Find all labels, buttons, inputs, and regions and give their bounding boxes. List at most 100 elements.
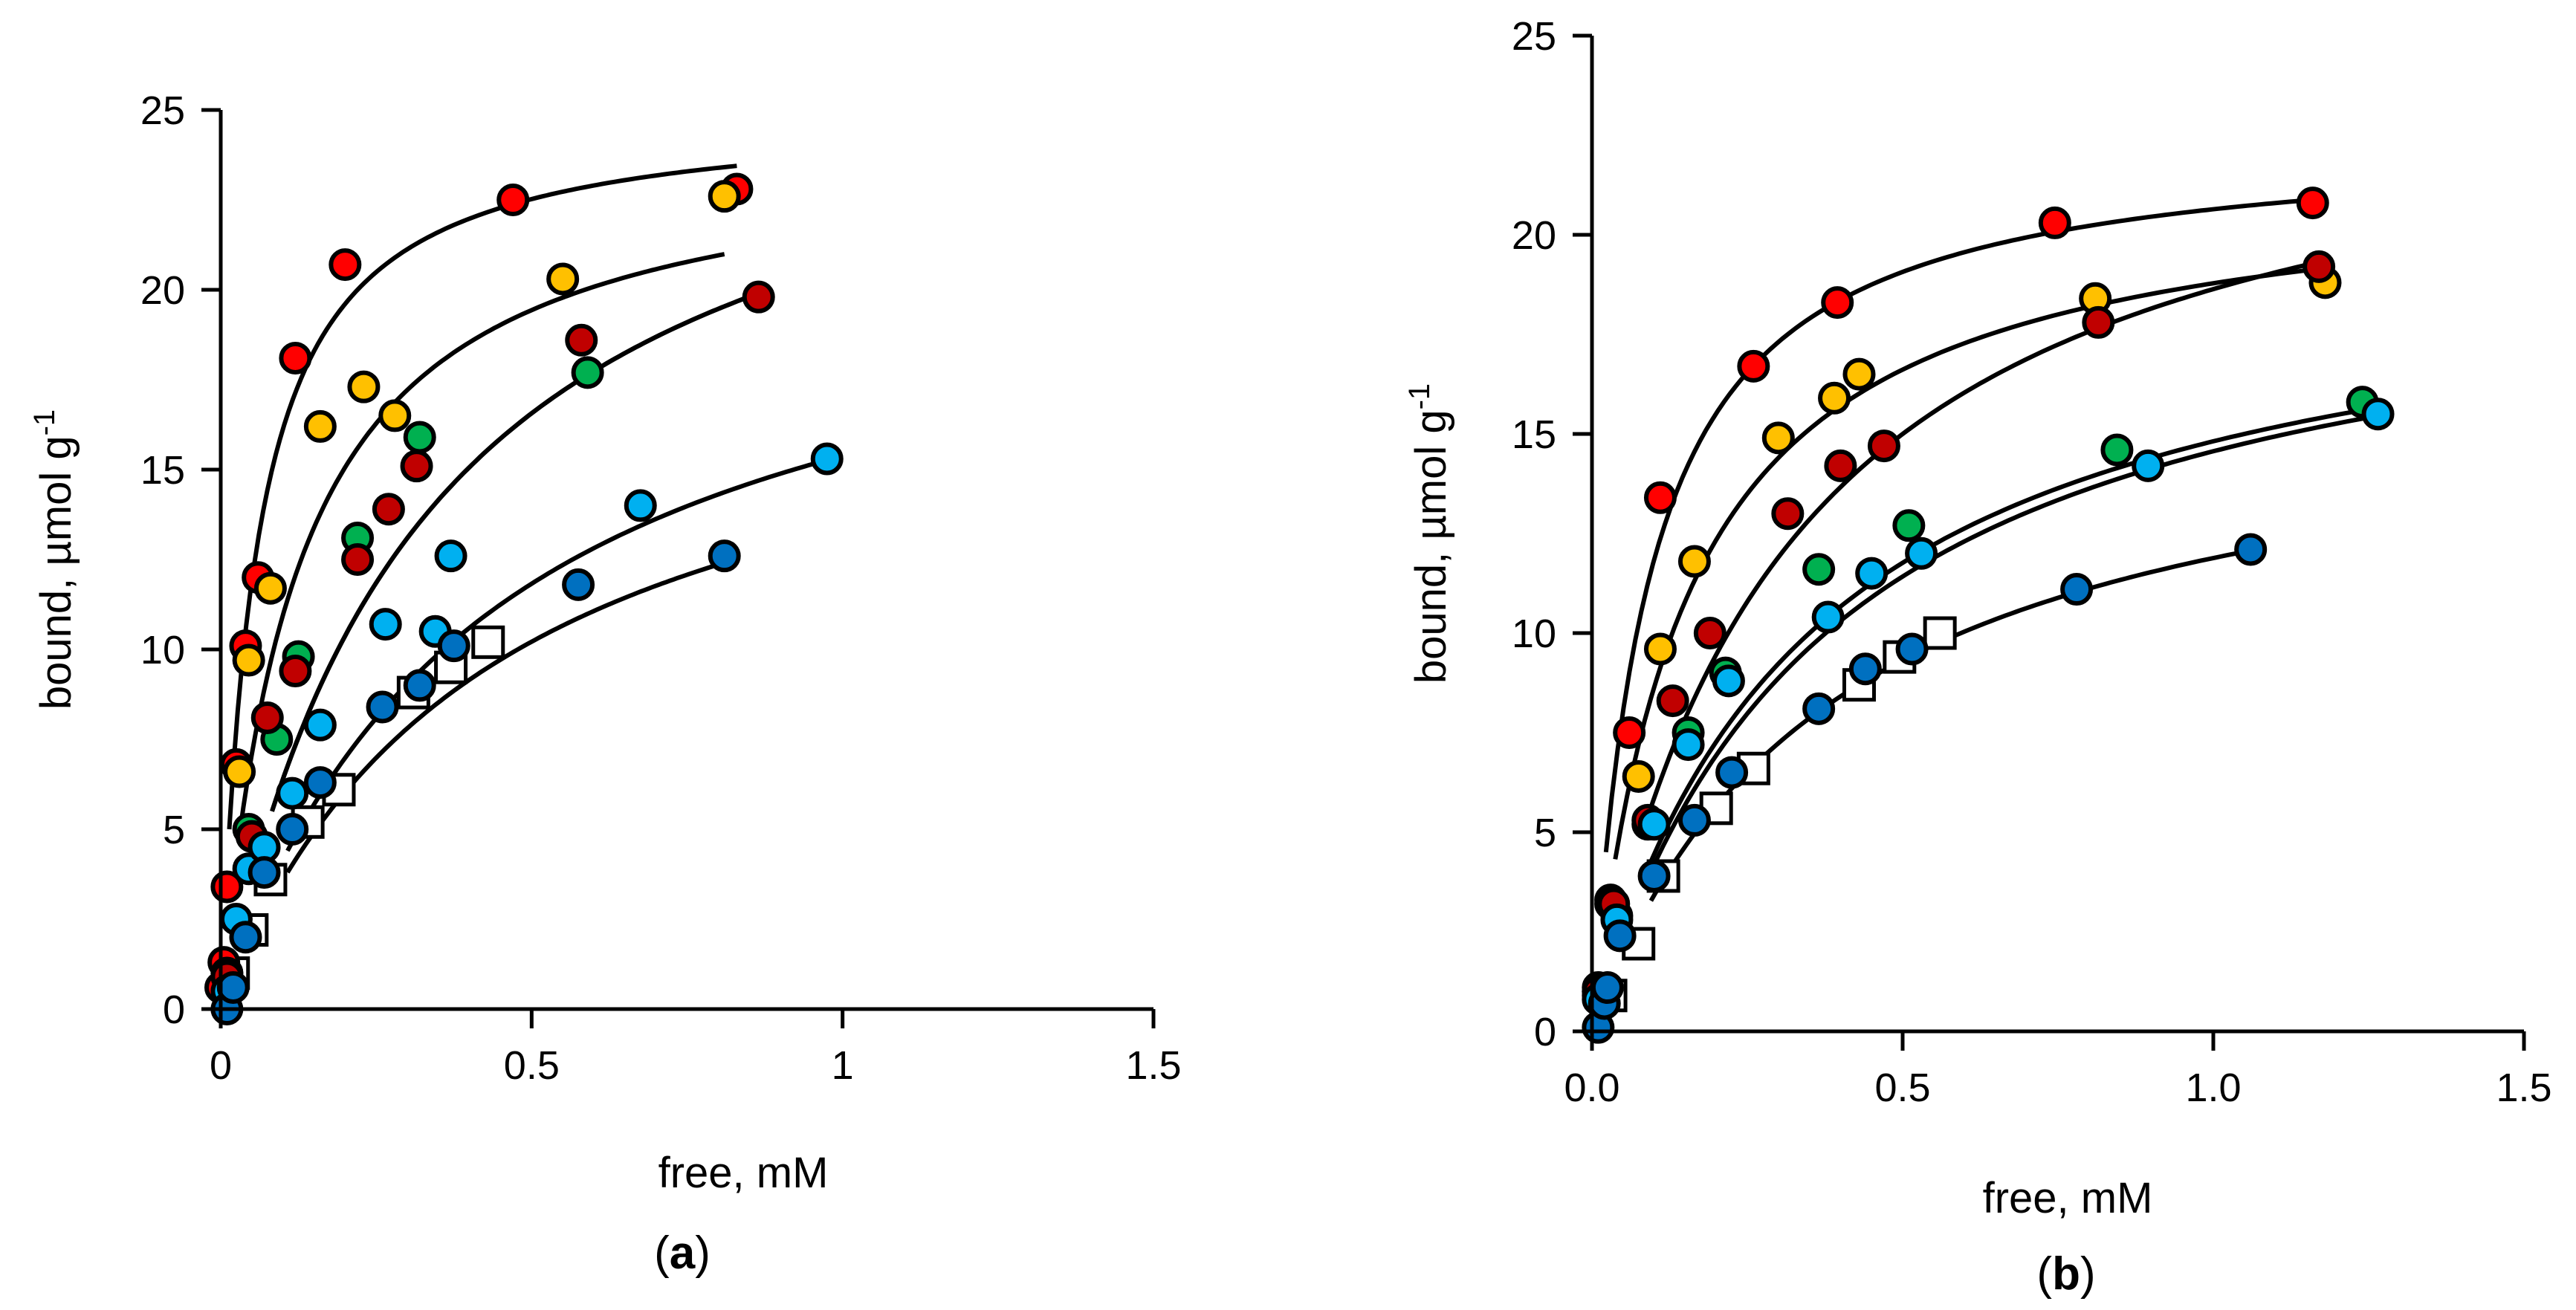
data-point-blue (229, 921, 262, 954)
y-axis-title-text: bound, µmol g (1407, 409, 1455, 684)
data-point-blue (1590, 971, 1624, 1005)
data-point-orange (232, 643, 265, 677)
data-point-light-blue (810, 442, 844, 476)
fit-curve-dark-red (270, 290, 763, 812)
fit-curve-light-blue (1648, 413, 2379, 872)
data-point-light-blue (624, 489, 657, 522)
data-point-blue (1603, 919, 1637, 953)
y-axis-title-superscript: -1 (28, 409, 61, 436)
data-point-red (1737, 349, 1770, 383)
fit-curve-blue (1648, 548, 2251, 902)
data-point-blue (2060, 573, 2094, 606)
data-point-blue (1895, 632, 1929, 666)
data-point-blue (1802, 692, 1836, 725)
x-axis-title: free, mM (1983, 1174, 2153, 1222)
y-tick-label: 15 (1512, 412, 1556, 457)
x-axis-title: free, mM (658, 1149, 829, 1197)
data-point-blue (1715, 756, 1749, 789)
data-point-blue (2234, 533, 2268, 566)
data-point-light-blue (276, 776, 309, 810)
fit-curve-orange (237, 252, 725, 837)
y-tick-label: 25 (140, 88, 185, 133)
data-point-light-blue (303, 708, 337, 742)
data-point-orange (378, 399, 412, 432)
data-point-dark-red (2082, 305, 2115, 339)
y-tick-label: 20 (1512, 213, 1556, 258)
panel-label-open: ( (654, 1228, 670, 1279)
x-tick-label: 0 (210, 1043, 232, 1088)
fit-curve-blue (285, 560, 725, 874)
data-point-dark-red (279, 655, 312, 688)
panel-label-b: (b) (2036, 1248, 2095, 1300)
data-point-orange (546, 262, 580, 296)
data-point-light-blue (434, 539, 467, 573)
data-point-dark-red (400, 450, 433, 483)
data-point-orange (708, 180, 741, 213)
fit-curve-light-blue (285, 458, 828, 852)
data-point-open-square (1699, 791, 1733, 826)
data-point-dark-red (1656, 684, 1689, 718)
data-point-orange (1677, 545, 1711, 578)
data-point-red (496, 184, 530, 216)
x-tick-label: 0.5 (1874, 1066, 1930, 1110)
data-point-light-blue (1712, 664, 1745, 698)
data-point-light-blue (2361, 398, 2395, 431)
data-point-dark-red (341, 543, 375, 576)
panel-label-close: ) (695, 1228, 711, 1279)
data-point-blue (562, 568, 595, 601)
panel-label-a: (a) (654, 1228, 711, 1279)
chart-panel-b: 0 5 10 15 20 25 0.0 0.5 1.0 1.5 free, mM bound, µ… (1403, 14, 2552, 1300)
data-point-green (1802, 553, 1836, 586)
y-axis-title-superscript: -1 (1403, 383, 1436, 410)
data-point-blue (403, 669, 436, 702)
data-point-blue (1848, 652, 1882, 686)
data-point-dark-red (565, 323, 598, 357)
y-tick-label: 5 (1534, 811, 1556, 855)
axis-ticks: 0 5 10 15 20 25 0.0 0.5 1.0 1.5 (1512, 14, 2552, 1110)
panel-label-open: ( (2036, 1248, 2052, 1300)
data-points (204, 172, 844, 1025)
panel-label-close: ) (2080, 1248, 2096, 1300)
data-point-dark-red (1693, 617, 1726, 649)
y-tick-label: 15 (140, 448, 185, 493)
data-point-red (279, 341, 312, 374)
data-point-green (2100, 433, 2134, 467)
x-tick-label: 1.5 (2496, 1066, 2551, 1110)
y-axis-title: bound, µmol g-1 (1403, 383, 1455, 684)
data-point-blue (216, 970, 250, 1004)
y-tick-label: 10 (1512, 612, 1556, 656)
data-point-open-square (1923, 616, 1957, 650)
data-point-light-blue (369, 608, 402, 641)
fit-curve-orange (1613, 265, 2326, 860)
data-point-light-blue (2132, 449, 2165, 482)
y-axis-title: bound, µmol g-1 (28, 409, 80, 710)
x-tick-label: 1.5 (1125, 1043, 1181, 1088)
data-point-orange (303, 409, 337, 443)
data-point-blue (247, 856, 281, 889)
data-point-orange (253, 571, 287, 605)
data-point-red (2038, 206, 2071, 239)
data-point-dark-red (1771, 497, 1805, 531)
data-point-green (571, 356, 604, 389)
fit-curve-dark-red (1640, 259, 2320, 837)
axis-ticks: 0 5 10 15 20 25 0 0.5 1 1.5 (140, 88, 1182, 1088)
data-point-orange (347, 370, 381, 403)
data-points (1582, 187, 2395, 1044)
data-point-dark-red (1867, 429, 1900, 463)
data-point-red (1643, 481, 1677, 514)
data-point-orange (1622, 759, 1655, 793)
fit-curve-red (1603, 197, 2314, 853)
data-point-light-blue (1637, 808, 1671, 841)
data-point-light-blue (1905, 536, 1938, 570)
y-tick-label: 0 (163, 988, 185, 1032)
data-point-dark-red (2302, 250, 2336, 283)
data-point-open-square (471, 625, 505, 659)
data-point-blue (1677, 803, 1711, 837)
data-point-green (1892, 509, 1926, 542)
x-tick-label: 1 (832, 1043, 854, 1088)
data-point-dark-red (1824, 449, 1857, 482)
data-point-dark-red (742, 280, 775, 314)
data-point-orange (1643, 632, 1677, 666)
fit-curve-red (227, 163, 737, 830)
